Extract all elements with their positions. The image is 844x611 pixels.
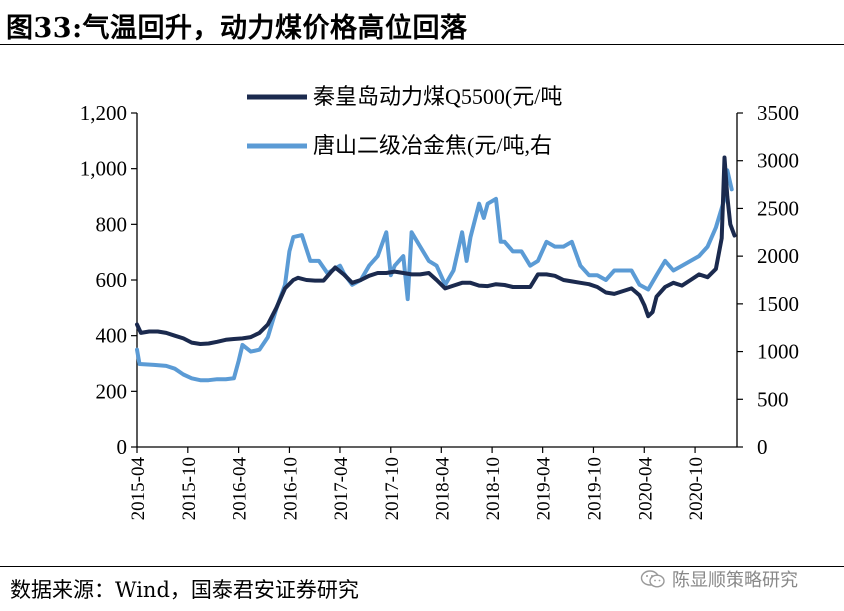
x-tick-label: 2020-04 [635,457,656,521]
right-tick-label: 1000 [757,340,799,364]
right-tick-label: 2500 [757,196,799,220]
title-divider [0,44,844,45]
x-tick-label: 2015-10 [179,457,200,520]
x-tick-label: 2017-04 [331,457,352,521]
watermark-text: 陈显顺策略研究 [672,570,798,591]
right-tick-label: 1500 [757,292,799,316]
left-tick-label: 800 [96,212,128,236]
x-tick-label: 2019-10 [584,457,605,520]
right-tick-label: 500 [757,387,789,411]
legend-label: 唐山二级冶金焦(元/吨,右 [313,133,552,158]
left-tick-label: 400 [96,324,128,348]
chart-ticks: 0 200 400 600 800 1,000 1,200 0 500 1000 1500 2000 2… [80,101,799,520]
right-tick-label: 0 [757,435,768,459]
left-tick-label: 1,000 [80,157,127,181]
left-tick-label: 600 [96,268,128,292]
chart-canvas: 0 200 400 600 800 1,000 1,200 0 500 1000 1500 2000 2… [80,84,799,520]
legend-label: 秦皇岛动力煤Q5500(元/吨 [313,84,562,109]
x-tick-label: 2020-10 [686,457,707,520]
series-line-tangshan-coke [135,168,734,383]
right-tick-label: 3000 [757,149,799,173]
left-tick-label: 200 [96,379,128,403]
x-tick-label: 2016-10 [280,457,301,520]
figure-title: 图33:气温回升，动力煤价格高位回落 [6,13,468,44]
wechat-icon [640,570,665,588]
left-tick-label: 1,200 [80,101,127,125]
source-note: 数据来源：Wind，国泰君安证券研究 [10,578,359,602]
right-tick-label: 2000 [757,244,799,268]
x-tick-label: 2015-04 [128,457,149,521]
right-tick-label: 3500 [757,101,799,125]
chart-series [135,155,737,383]
watermark: 陈显顺策略研究 [640,566,840,592]
series-line-qhd-coal [135,155,737,346]
left-tick-label: 0 [117,435,128,459]
x-tick-label: 2019-04 [534,457,555,521]
x-tick-label: 2018-04 [432,457,453,521]
x-tick-label: 2016-04 [230,457,251,521]
x-tick-label: 2018-10 [483,457,504,520]
footer-divider [0,566,844,567]
x-tick-label: 2017-10 [382,457,403,520]
